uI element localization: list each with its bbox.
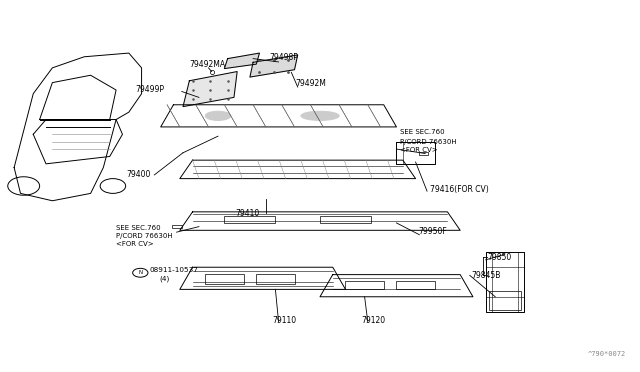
Bar bbox=[419, 152, 428, 155]
Ellipse shape bbox=[205, 111, 231, 121]
Ellipse shape bbox=[301, 111, 339, 121]
Bar bbox=[205, 274, 244, 284]
Text: 79492MA: 79492MA bbox=[189, 60, 225, 69]
Text: 79492M: 79492M bbox=[296, 79, 326, 88]
Text: <FOR CV>: <FOR CV> bbox=[116, 241, 154, 247]
Polygon shape bbox=[225, 53, 259, 68]
Text: SEE SEC.760: SEE SEC.760 bbox=[116, 225, 161, 231]
Text: (4): (4) bbox=[159, 275, 170, 282]
Text: 79950F: 79950F bbox=[419, 227, 447, 236]
Text: 79400: 79400 bbox=[127, 170, 151, 179]
Text: 79120: 79120 bbox=[362, 316, 385, 326]
Bar bbox=[320, 216, 371, 223]
Text: <FOR CV>: <FOR CV> bbox=[399, 147, 437, 153]
Bar bbox=[225, 216, 275, 223]
Bar bbox=[346, 280, 384, 289]
Text: 79850: 79850 bbox=[487, 253, 511, 262]
Text: SEE SEC.760: SEE SEC.760 bbox=[399, 129, 444, 135]
Text: N: N bbox=[138, 270, 142, 275]
Bar bbox=[256, 274, 294, 284]
Text: 79110: 79110 bbox=[272, 316, 296, 326]
Text: ^790*0072: ^790*0072 bbox=[588, 351, 626, 357]
Polygon shape bbox=[183, 71, 237, 107]
Polygon shape bbox=[250, 55, 298, 77]
Bar bbox=[489, 291, 521, 310]
Text: 79410: 79410 bbox=[236, 209, 259, 218]
Text: 79845B: 79845B bbox=[472, 270, 501, 280]
Text: 79416(FOR CV): 79416(FOR CV) bbox=[429, 185, 488, 194]
Text: 08911-10537: 08911-10537 bbox=[149, 267, 198, 273]
Text: 79498P: 79498P bbox=[269, 54, 298, 62]
Bar bbox=[396, 280, 435, 289]
Text: P/CORD 76630H: P/CORD 76630H bbox=[116, 233, 173, 239]
Bar bbox=[172, 225, 182, 228]
Text: P/CORD 76630H: P/CORD 76630H bbox=[399, 138, 456, 145]
Text: 79499P: 79499P bbox=[135, 85, 164, 94]
